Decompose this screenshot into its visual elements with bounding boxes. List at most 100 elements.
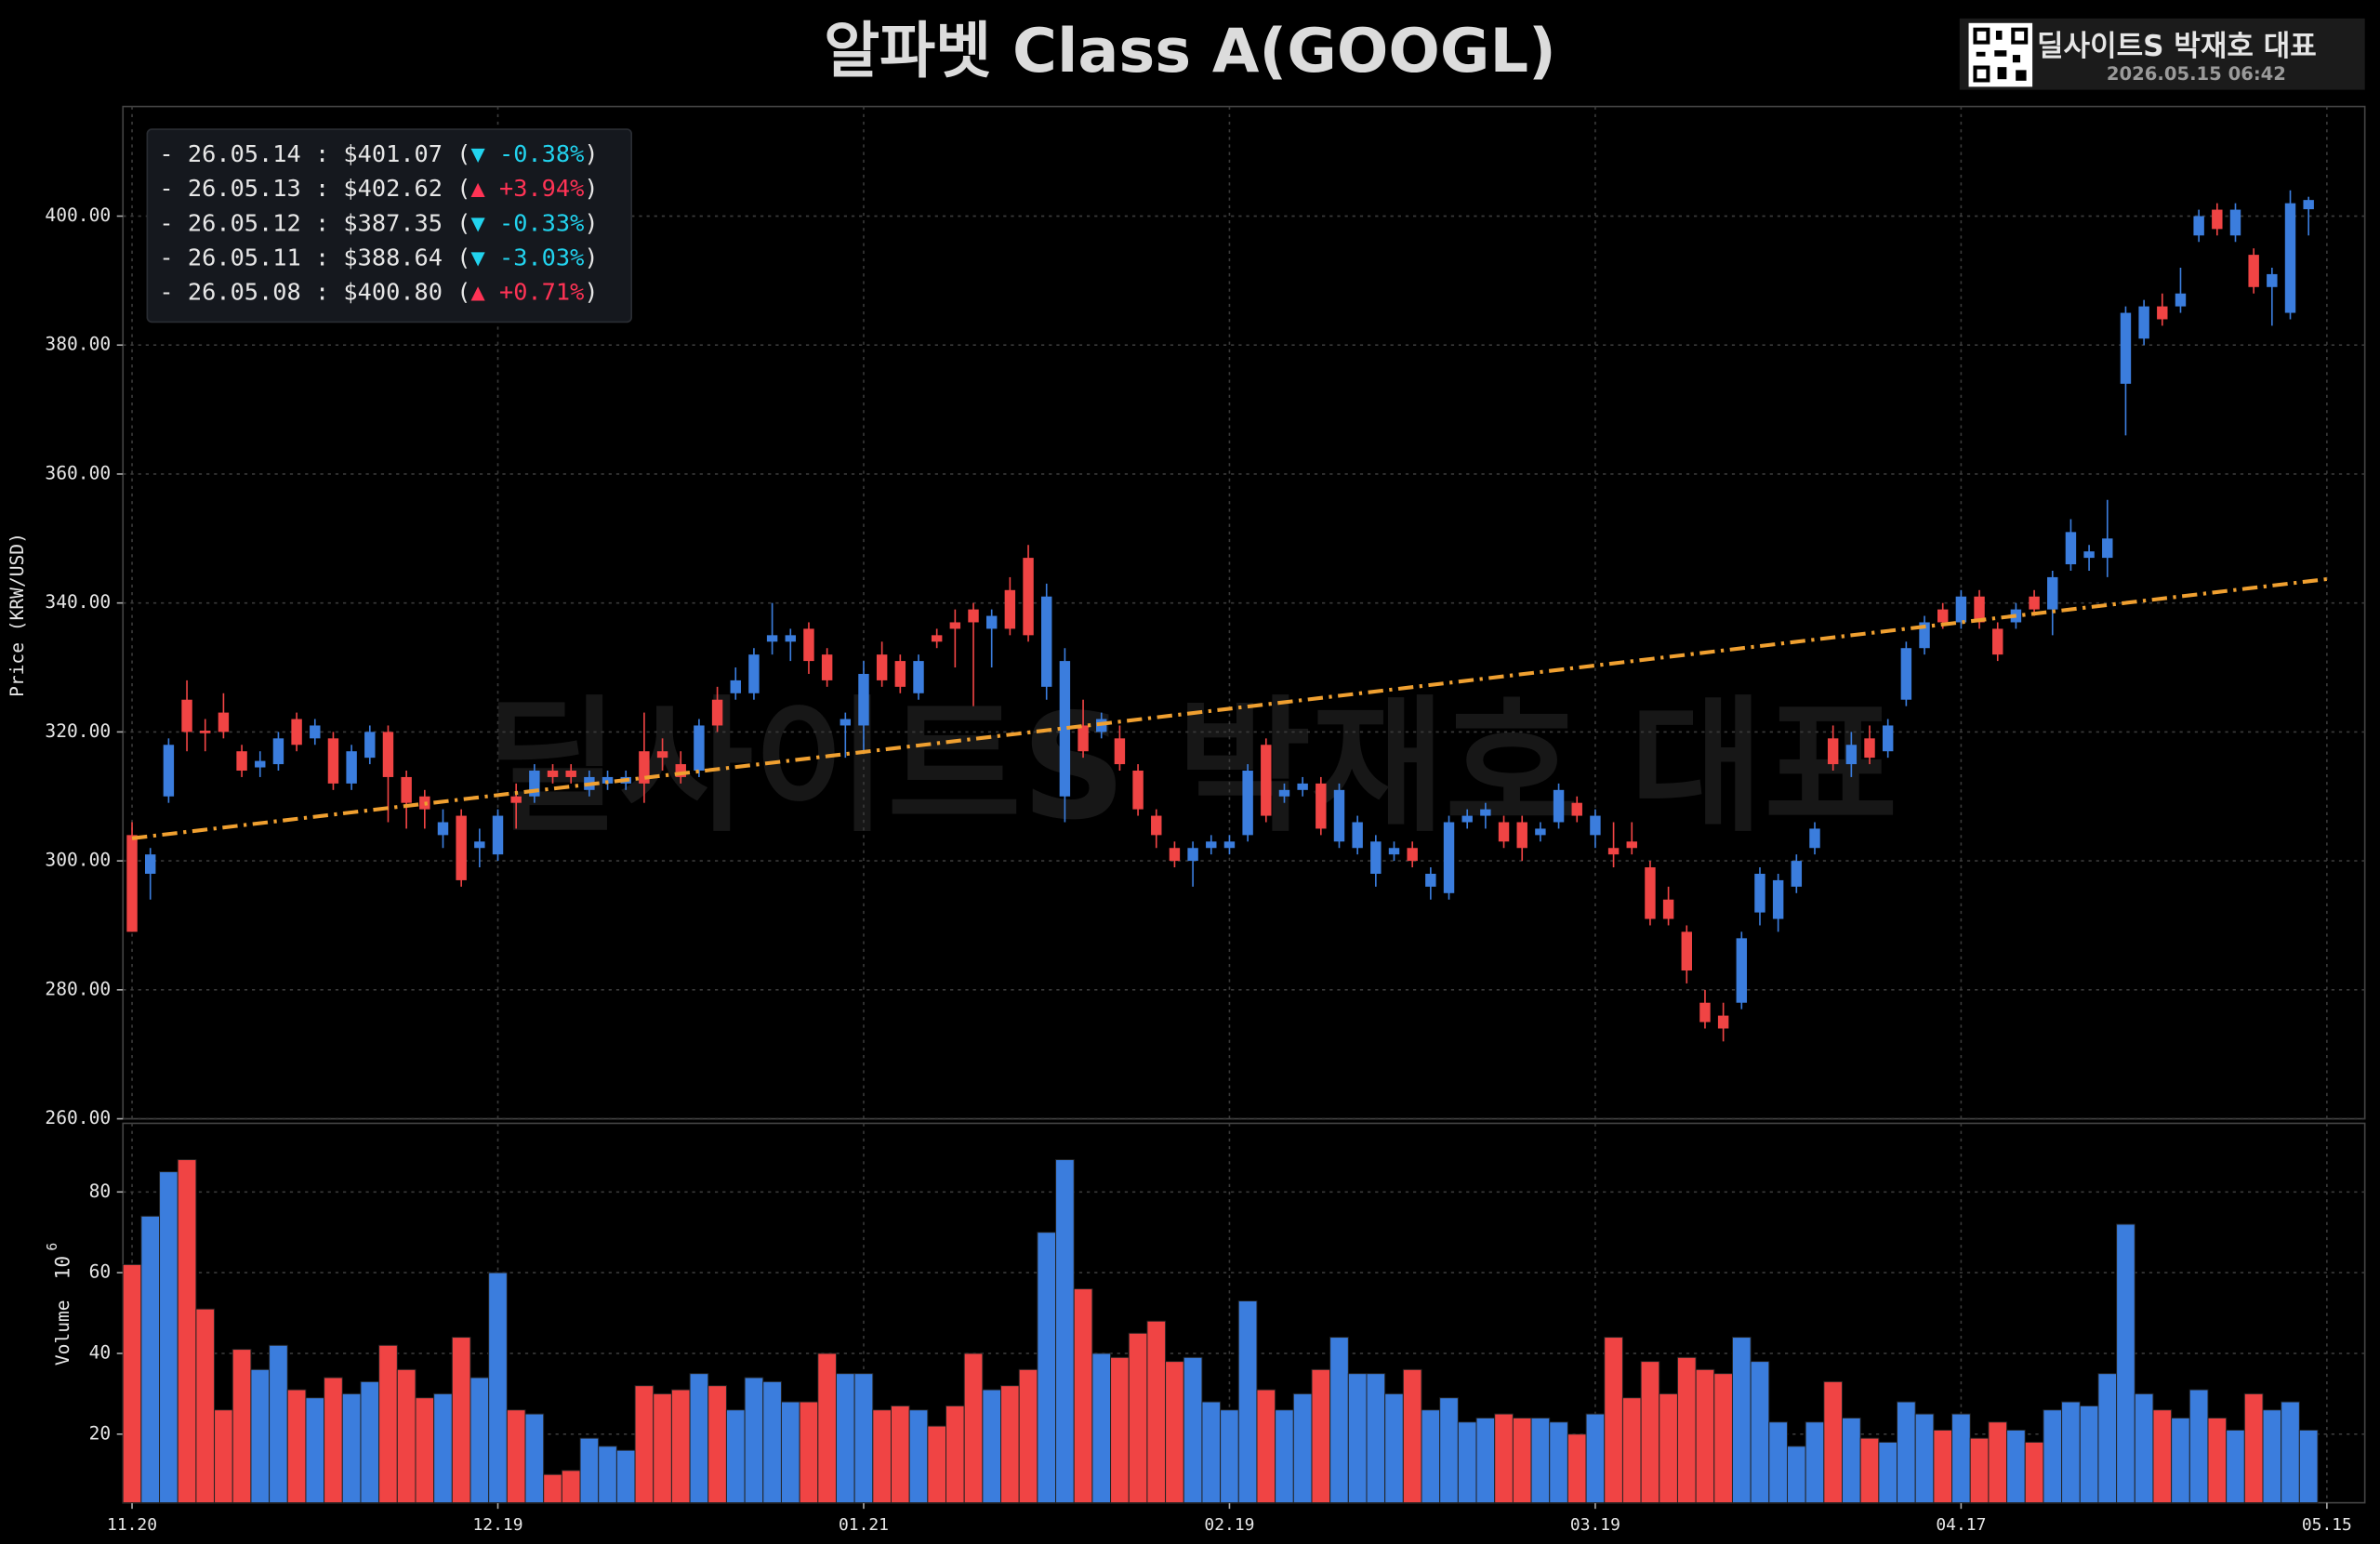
candle-body xyxy=(1845,745,1858,765)
candle-body xyxy=(876,654,888,680)
volume-bar xyxy=(341,1392,362,1504)
volume-bar xyxy=(1567,1433,1587,1504)
candle-body xyxy=(730,680,741,693)
candle-body xyxy=(1407,848,1418,862)
volume-bar xyxy=(2116,1223,2135,1504)
candle-body xyxy=(1297,783,1308,790)
x-tick-label: 11.20 xyxy=(107,1515,157,1535)
candle-body xyxy=(1278,789,1290,797)
candle-body xyxy=(364,732,376,759)
volume-bar xyxy=(2061,1401,2081,1504)
volume-bar xyxy=(195,1308,216,1504)
legend-change: ▼ -0.33% xyxy=(471,209,585,236)
candle-body xyxy=(1023,558,1034,636)
volume-bar xyxy=(1201,1401,1222,1504)
volume-bar xyxy=(1750,1361,1770,1504)
legend-change: ▲ +0.71% xyxy=(471,279,585,306)
volume-bar xyxy=(1494,1413,1514,1504)
volume-bar xyxy=(1713,1373,1733,1504)
volume-bar xyxy=(524,1413,545,1504)
candle-body xyxy=(656,751,668,759)
candle-body xyxy=(382,732,394,777)
legend-box xyxy=(146,128,632,323)
volume-bar xyxy=(2152,1409,2173,1504)
legend-bracket: ) xyxy=(584,175,598,202)
volume-bar xyxy=(451,1337,471,1504)
candle-body xyxy=(346,751,357,784)
volume-bar xyxy=(891,1405,910,1504)
volume-bar xyxy=(1055,1159,1075,1504)
qr-icon xyxy=(1968,22,2033,87)
volume-bar xyxy=(927,1425,946,1504)
volume-tick-label: 60 xyxy=(89,1261,112,1283)
volume-bar xyxy=(1859,1437,1880,1504)
candle-body xyxy=(1681,931,1692,971)
volume-bar xyxy=(122,1263,142,1504)
volume-bar xyxy=(1585,1413,1606,1504)
volume-bar xyxy=(799,1401,819,1504)
candle-body xyxy=(1004,589,1016,629)
volume-bar xyxy=(1091,1353,1112,1504)
volume-bar xyxy=(506,1409,526,1504)
candle-body xyxy=(1864,738,1875,759)
legend-bracket: ( xyxy=(456,209,470,236)
legend-bracket: ) xyxy=(584,244,598,271)
volume-bar xyxy=(1823,1380,1844,1504)
volume-bar xyxy=(1914,1413,1935,1504)
legend-change: ▼ -0.38% xyxy=(471,140,585,167)
volume-bar xyxy=(835,1373,855,1504)
volume-bar xyxy=(140,1215,161,1504)
candle-body xyxy=(236,751,247,772)
legend-entry: - 26.05.13 : $402.62 (▲ +3.94%) xyxy=(159,175,598,202)
volume-bar xyxy=(1933,1429,1953,1504)
candle-body xyxy=(1498,822,1510,842)
volume-bar xyxy=(1805,1421,1825,1504)
candle-body xyxy=(272,738,284,765)
candle-body xyxy=(2138,306,2149,339)
candle-body xyxy=(1059,661,1071,797)
legend-label: - 26.05.14 : $401.07 xyxy=(159,140,456,167)
candle-body xyxy=(766,635,778,642)
candle-body xyxy=(894,661,906,687)
volume-bar xyxy=(250,1368,271,1504)
volume-bar xyxy=(1347,1373,1368,1504)
chart-title: 알파벳 Class A(GOOGL) xyxy=(824,16,1556,86)
candle-body xyxy=(163,745,175,797)
volume-scale: 10 6 xyxy=(45,1243,74,1280)
candle-body xyxy=(1480,809,1491,816)
candle-body xyxy=(1223,841,1236,849)
volume-bar xyxy=(1366,1373,1386,1504)
volume-bar xyxy=(1128,1332,1148,1504)
volume-bar xyxy=(1256,1389,1276,1504)
legend-label: - 26.05.12 : $387.35 xyxy=(159,209,456,236)
volume-bar xyxy=(945,1405,965,1504)
legend-change: ▲ +3.94% xyxy=(471,175,585,202)
candle-body xyxy=(1992,628,2003,655)
volume-bar xyxy=(653,1392,672,1504)
volume-bar xyxy=(1969,1437,1990,1504)
candle-body xyxy=(2229,209,2241,236)
legend-bracket: ) xyxy=(584,279,598,306)
candle-body xyxy=(1078,725,1089,752)
volume-tick-label: 40 xyxy=(89,1341,112,1363)
volume-bar xyxy=(1640,1361,1660,1504)
volume-bar xyxy=(1530,1417,1551,1504)
candle-body xyxy=(1206,841,1217,849)
candle-body xyxy=(1553,789,1565,823)
candle-body xyxy=(1827,738,1839,765)
volume-bar xyxy=(1475,1417,1496,1504)
candle-body xyxy=(1571,802,1582,816)
volume-bar xyxy=(1457,1421,1477,1504)
candle-body xyxy=(126,835,138,932)
volume-bar xyxy=(707,1385,727,1504)
volume-bar xyxy=(231,1349,252,1504)
candle-body xyxy=(1370,841,1382,874)
volume-bar xyxy=(744,1377,764,1504)
candle-body xyxy=(1900,648,1912,700)
candle-body xyxy=(1316,783,1327,829)
candle-body xyxy=(145,854,156,874)
volume-bar xyxy=(1787,1445,1806,1504)
volume-bar xyxy=(1604,1337,1623,1504)
legend-label: - 26.05.08 : $400.80 xyxy=(159,279,456,306)
